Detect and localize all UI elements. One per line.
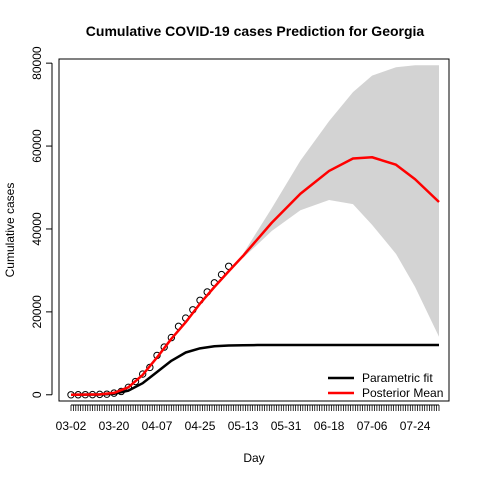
parametric-fit-line bbox=[70, 343, 439, 397]
legend-posterior-label: Posterior Mean bbox=[362, 386, 443, 400]
observed-point bbox=[160, 343, 168, 351]
chart-title: Cumulative COVID-19 cases Prediction for… bbox=[86, 23, 425, 39]
posterior-mean-line bbox=[70, 155, 440, 397]
y-tick-label: 80000 bbox=[30, 46, 44, 80]
y-axis: 0 20000 40000 60000 80000 bbox=[30, 46, 53, 398]
plot-box bbox=[58, 58, 450, 402]
series-layer bbox=[70, 155, 440, 397]
observed-point bbox=[131, 377, 140, 386]
y-axis-label: Cumulative cases bbox=[3, 183, 17, 278]
y-tick-label: 20000 bbox=[30, 295, 44, 329]
x-tick-label: 05-31 bbox=[271, 419, 302, 433]
x-tick-label: 07-24 bbox=[400, 419, 431, 433]
x-axis: 03-02 03-20 04-07 04-25 05-13 05-31 06-18 07-06… bbox=[56, 404, 440, 433]
x-tick-label: 04-25 bbox=[185, 419, 216, 433]
y-tick-label: 40000 bbox=[30, 212, 44, 246]
x-tick-label: 03-20 bbox=[99, 419, 130, 433]
credible-band-layer bbox=[243, 65, 439, 337]
y-tick-label: 60000 bbox=[30, 129, 44, 163]
observed-point bbox=[138, 370, 147, 378]
x-axis-label: Day bbox=[243, 451, 264, 465]
x-tick-label: 06-18 bbox=[314, 419, 345, 433]
x-tick-label: 07-06 bbox=[357, 419, 388, 433]
x-tick-label: 03-02 bbox=[56, 419, 87, 433]
x-tick-label: 05-13 bbox=[228, 419, 259, 433]
x-tick-label: 04-07 bbox=[142, 419, 173, 433]
legend-parametric-label: Parametric fit bbox=[362, 371, 433, 385]
y-tick-label: 0 bbox=[30, 391, 44, 398]
credible-band bbox=[243, 65, 439, 337]
